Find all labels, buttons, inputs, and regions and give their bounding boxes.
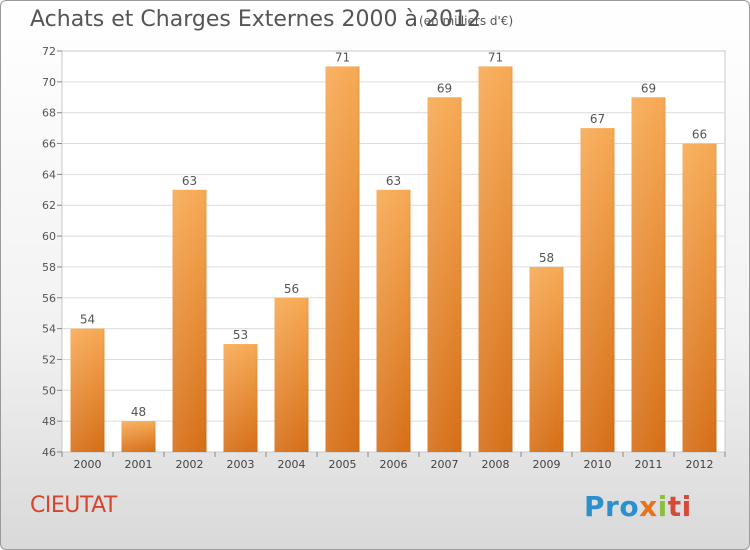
y-tick-label: 64 — [42, 168, 56, 181]
bar-shade — [682, 143, 717, 453]
bar-shade — [121, 421, 156, 452]
x-tick-label: 2010 — [584, 458, 612, 471]
x-tick-label: 2007 — [431, 458, 459, 471]
logo-part-3: i — [657, 490, 668, 523]
bar-value-label: 58 — [539, 251, 554, 265]
y-tick-label: 60 — [42, 230, 56, 243]
bar-shade — [529, 266, 564, 452]
bar-value-label: 67 — [590, 112, 605, 126]
bar-value-label: 56 — [284, 282, 299, 296]
x-tick-label: 2002 — [176, 458, 204, 471]
y-tick-label: 66 — [42, 138, 56, 151]
bar-value-label: 69 — [641, 81, 656, 95]
x-tick-label: 2005 — [329, 458, 357, 471]
y-tick-label: 70 — [42, 76, 56, 89]
place-name: CIEUTAT — [30, 493, 117, 518]
x-tick-label: 2004 — [278, 458, 306, 471]
logo-part-1: Pro — [584, 490, 640, 523]
y-tick-label: 46 — [42, 446, 56, 459]
bar-shade — [580, 128, 615, 452]
x-tick-label: 2009 — [533, 458, 561, 471]
bar-value-label: 48 — [131, 405, 146, 419]
bar-shade — [172, 189, 207, 453]
bar-shade — [478, 66, 513, 452]
y-tick-label: 62 — [42, 199, 56, 212]
bar-value-label: 69 — [437, 81, 452, 95]
y-tick-label: 48 — [42, 415, 56, 428]
bar-value-label: 63 — [182, 174, 197, 188]
y-tick-label: 56 — [42, 292, 56, 305]
bar-shade — [631, 97, 666, 453]
y-tick-label: 58 — [42, 261, 56, 274]
y-tick-label: 68 — [42, 107, 56, 120]
bar-shade — [427, 97, 462, 453]
chart-unit: (en milliers d'€) — [419, 14, 514, 28]
x-tick-label: 2003 — [227, 458, 255, 471]
bar-value-label: 54 — [80, 313, 95, 327]
proxiti-logo[interactable]: Proxiti — [584, 490, 692, 523]
bar-shade — [223, 344, 258, 452]
bar-value-label: 53 — [233, 328, 248, 342]
chart-title: Achats et Charges Externes 2000 à 2012 — [30, 7, 481, 32]
y-tick-label: 72 — [42, 45, 56, 58]
x-tick-label: 2008 — [482, 458, 510, 471]
logo-part-4: ti — [667, 490, 692, 523]
bar-shade — [325, 66, 360, 452]
x-tick-label: 2001 — [125, 458, 153, 471]
bar-value-label: 71 — [335, 50, 350, 64]
x-tick-label: 2006 — [380, 458, 408, 471]
x-tick-label: 2012 — [686, 458, 714, 471]
bar-value-label: 63 — [386, 174, 401, 188]
logo-part-2: x — [639, 490, 658, 523]
bar-shade — [274, 297, 309, 452]
bar-value-label: 66 — [692, 128, 707, 142]
y-tick-label: 50 — [42, 384, 56, 397]
y-tick-label: 54 — [42, 323, 56, 336]
bar-value-label: 71 — [488, 50, 503, 64]
bar-shade — [376, 189, 411, 453]
y-tick-label: 52 — [42, 353, 56, 366]
x-tick-label: 2011 — [635, 458, 663, 471]
x-tick-label: 2000 — [74, 458, 102, 471]
bar-shade — [70, 328, 105, 452]
